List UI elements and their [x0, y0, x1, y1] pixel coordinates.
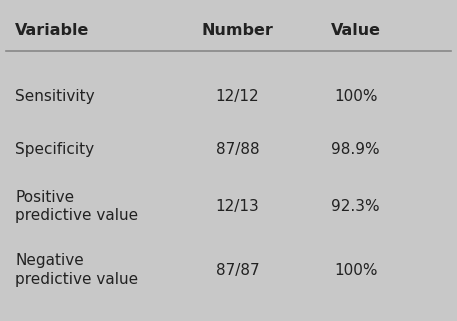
Text: Value: Value — [331, 22, 381, 38]
Text: 92.3%: 92.3% — [331, 199, 380, 214]
Text: 98.9%: 98.9% — [331, 142, 380, 157]
Text: 100%: 100% — [334, 89, 377, 104]
Text: Number: Number — [202, 22, 274, 38]
Text: 12/12: 12/12 — [216, 89, 260, 104]
Text: Negative
predictive value: Negative predictive value — [15, 254, 138, 287]
Text: 100%: 100% — [334, 263, 377, 278]
Text: Sensitivity: Sensitivity — [15, 89, 95, 104]
Text: 87/87: 87/87 — [216, 263, 260, 278]
Text: Specificity: Specificity — [15, 142, 94, 157]
Text: 87/88: 87/88 — [216, 142, 260, 157]
Text: Positive
predictive value: Positive predictive value — [15, 190, 138, 223]
Text: Variable: Variable — [15, 22, 90, 38]
Text: 12/13: 12/13 — [216, 199, 260, 214]
